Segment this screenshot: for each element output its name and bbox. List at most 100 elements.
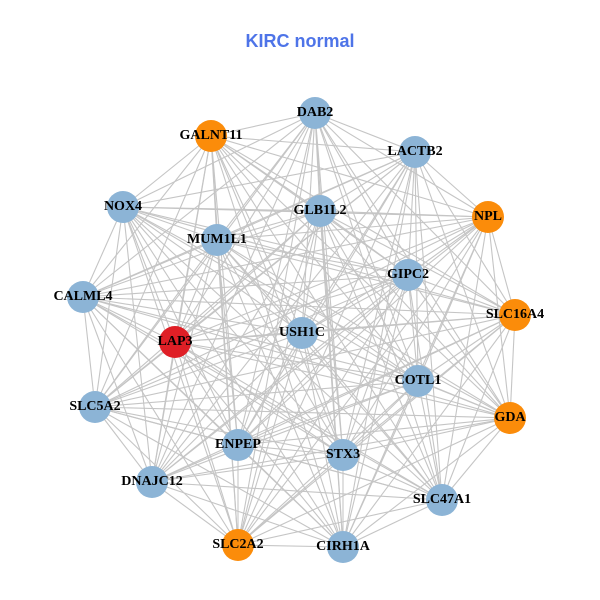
node-glb1l2 — [304, 195, 336, 227]
graph-edge — [210, 135, 239, 446]
graph-edge — [151, 314, 516, 483]
graph-edge — [342, 417, 511, 456]
graph-edge — [407, 274, 516, 316]
graph-edge — [151, 454, 344, 483]
graph-edge — [94, 406, 511, 419]
graph-edge — [174, 341, 344, 456]
graph-edge — [342, 274, 409, 456]
graph-edge — [441, 417, 511, 501]
graph-edge — [210, 135, 516, 316]
graph-edge — [216, 239, 344, 456]
graph-edge — [94, 206, 124, 408]
graph-edge — [122, 206, 344, 456]
graph-edge — [122, 206, 409, 276]
graph-edge — [82, 274, 409, 298]
graph-edge — [237, 544, 344, 548]
graph-edge — [151, 380, 419, 483]
graph-edge — [151, 341, 176, 483]
graph-edge — [151, 112, 316, 483]
graph-edge — [414, 151, 511, 419]
graph-edge — [301, 332, 344, 456]
graph-edge — [216, 239, 419, 382]
graph-edge — [237, 274, 409, 446]
graph-edge — [487, 216, 511, 419]
node-gda — [494, 402, 526, 434]
graph-edge — [82, 296, 176, 343]
graph-edge — [94, 239, 218, 408]
graph-edge — [174, 341, 443, 501]
graph-edge — [94, 406, 344, 456]
graph-edge — [342, 499, 443, 548]
graph-edge — [216, 216, 489, 241]
node-gipc2 — [392, 259, 424, 291]
graph-edge — [237, 444, 443, 501]
graph-edge — [216, 210, 321, 241]
graph-edge — [122, 135, 212, 208]
node-dnajc12 — [136, 466, 168, 498]
node-cotl1 — [402, 365, 434, 397]
graph-edge — [174, 341, 511, 419]
graph-edge — [151, 481, 239, 546]
graph-edge — [216, 239, 344, 548]
graph-edge — [237, 454, 344, 546]
graph-edge — [319, 210, 511, 419]
graph-edge — [122, 206, 511, 419]
node-lactb2 — [399, 136, 431, 168]
graph-edge — [417, 380, 511, 419]
node-ush1c — [286, 317, 318, 349]
graph-edge — [414, 151, 489, 218]
graph-edge — [82, 296, 96, 408]
graph-edge — [342, 417, 511, 548]
node-slc16a4 — [499, 299, 531, 331]
chart-title: KIRC normal — [245, 31, 355, 51]
graph-edge — [210, 135, 419, 382]
graph-edge — [237, 151, 416, 546]
graph-edge — [237, 210, 321, 446]
graph-edge — [174, 332, 303, 343]
graph-edge — [82, 206, 124, 298]
node-galnt11 — [195, 120, 227, 152]
graph-edge — [210, 135, 416, 153]
graph-edge — [237, 332, 303, 446]
graph-edge — [301, 112, 316, 334]
graph-edge — [417, 314, 516, 382]
graph-edge — [94, 112, 316, 408]
graph-edge — [301, 274, 409, 334]
graph-edge — [174, 341, 239, 546]
node-nox4 — [107, 191, 139, 223]
graph-edge — [151, 274, 409, 483]
graph-edge — [82, 239, 218, 298]
graph-edge — [210, 135, 489, 218]
graph-edge — [94, 380, 419, 408]
graph-edge — [314, 112, 489, 218]
graph-edge — [441, 216, 489, 501]
node-layer — [67, 97, 531, 563]
graph-edge — [319, 210, 344, 456]
graph-edge — [216, 239, 239, 546]
graph-edge — [82, 296, 419, 382]
node-npl — [472, 201, 504, 233]
graph-edge — [441, 314, 516, 501]
graph-edge — [82, 135, 212, 298]
graph-edge — [174, 341, 419, 382]
graph-edge — [122, 206, 516, 316]
graph-edge — [237, 417, 511, 446]
graph-edge — [237, 314, 516, 546]
graph-edge — [237, 274, 409, 546]
graph-edge — [174, 274, 409, 343]
graph-edge — [82, 296, 511, 419]
graph-edge — [509, 314, 516, 419]
graph-edge — [237, 444, 344, 456]
graph-edge — [314, 112, 416, 153]
node-cirh1a — [327, 531, 359, 563]
graph-edge — [122, 206, 303, 334]
graph-edge — [237, 444, 344, 548]
node-lap3 — [159, 326, 191, 358]
graph-edge — [94, 406, 344, 548]
graph-edge — [216, 239, 443, 501]
graph-edge — [417, 380, 443, 501]
graph-edge — [94, 314, 516, 408]
graph-edge — [82, 151, 416, 298]
